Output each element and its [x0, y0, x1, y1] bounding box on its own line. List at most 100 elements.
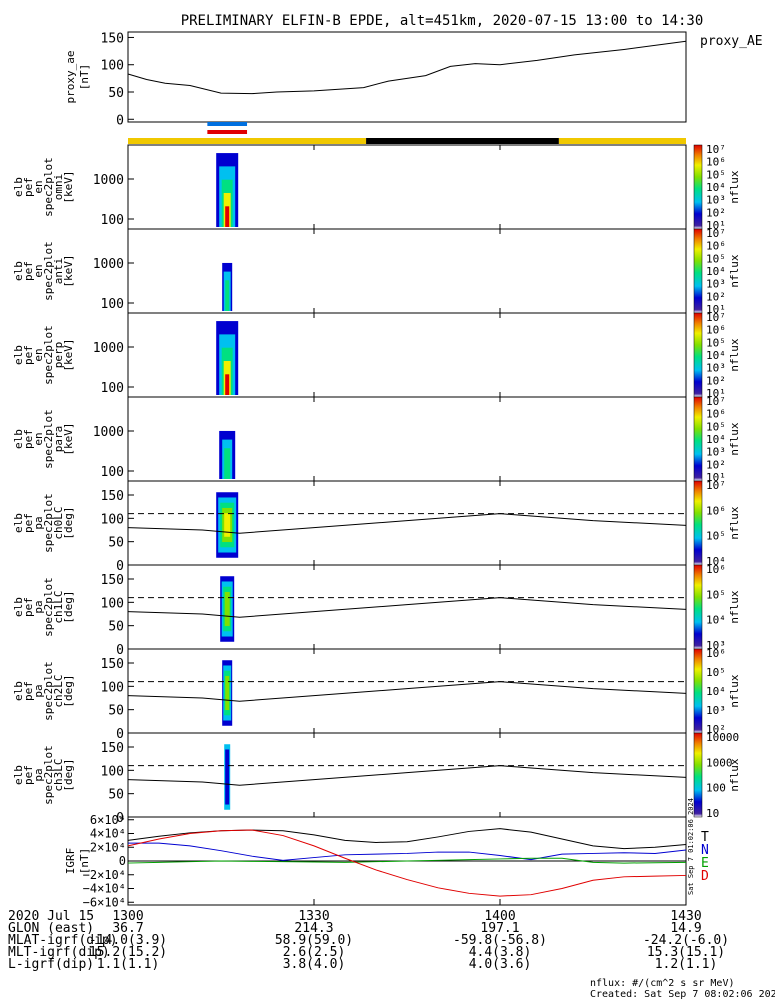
colorbar-tick: 10¹ [706, 303, 726, 316]
colorbar-label: nflux [728, 338, 741, 371]
colorbar-tick: 10¹ [706, 219, 726, 232]
footer-value: 1430 [670, 909, 701, 924]
ytick-label: −4×10⁴ [83, 882, 126, 896]
ylabel-line: pef [22, 597, 35, 617]
colorbar-tick: 10⁵ [706, 666, 726, 679]
loss-cone-line [127, 513, 687, 534]
footer-value: 1.2(1.1) [655, 957, 718, 972]
colorbar-tick: 10⁷ [706, 143, 726, 156]
ytick-label: 100 [101, 297, 124, 312]
ylabel-line: [nT] [78, 64, 91, 91]
legend-N: N [701, 843, 709, 858]
legend-D: D [701, 869, 709, 884]
footer-value: 58.9(59.0) [275, 933, 353, 948]
igrf-N-line [128, 842, 687, 861]
colorbar-scale [693, 648, 703, 734]
legend-proxy-ae: proxy_AE [700, 34, 763, 49]
spectrogram-burst [216, 153, 239, 227]
ytick-label: 100 [101, 512, 124, 527]
footer-value: -59.8(-56.8) [453, 933, 547, 948]
footer-value: 197.1 [480, 921, 519, 936]
ytick-label: 0 [116, 559, 124, 574]
ylabel-line: proxy_ae [64, 51, 77, 104]
colorbar-tick: 10⁷ [706, 395, 726, 408]
side-stamp: Sat Sep 7 01:02:06 2024 [687, 798, 695, 895]
colorbar-tick: 10⁵ [706, 336, 726, 349]
colorbar-tick: 10⁶ [706, 408, 726, 421]
night-bar [366, 138, 559, 144]
colorbar-tick: 10² [706, 206, 726, 219]
ytick-label: 100 [101, 764, 124, 779]
panel-frame [127, 732, 687, 818]
burst-layer [224, 513, 231, 537]
colorbar-label: nflux [728, 506, 741, 539]
panel-frame [127, 396, 687, 482]
science-zone-bar [207, 122, 248, 126]
ytick-label: 0 [119, 854, 126, 868]
ylabel-line: elb [12, 345, 25, 365]
ytick-label: 1000 [93, 425, 124, 440]
ytick-label: 1000 [93, 341, 124, 356]
panel-frame [127, 480, 687, 566]
ytick-label: 50 [108, 536, 124, 551]
proxy-ae-line [127, 40, 687, 95]
ylabel-line: spec2plot [42, 577, 55, 637]
ylabel-line: elb [12, 597, 25, 617]
colorbar-tick: 10⁷ [706, 479, 726, 492]
colorbar-tick: 10³ [706, 639, 726, 652]
ylabel-line: [deg] [62, 674, 75, 707]
colorbar-label: nflux [728, 674, 741, 707]
colorbar-tick: 10⁴ [706, 555, 726, 568]
colorbar-tick: 10³ [706, 194, 726, 207]
colorbar-tick: 10² [706, 458, 726, 471]
units-note: nflux: #/(cm^2 s sr MeV) [590, 978, 735, 989]
ylabel-line: spec2plot [42, 745, 55, 805]
panel-frame [127, 648, 687, 734]
ylabel-line: pa [32, 516, 45, 529]
burst-layer [225, 749, 230, 805]
colorbar-tick: 10⁴ [706, 433, 726, 446]
ytick-label: 50 [108, 620, 124, 635]
colorbar-label: nflux [728, 170, 741, 203]
colorbar-tick: 10⁶ [706, 647, 726, 660]
colorbar-label: nflux [728, 758, 741, 791]
footer-value: -14.0(3.9) [89, 933, 167, 948]
ytick-label: 100 [101, 596, 124, 611]
colorbar-scale [693, 564, 703, 650]
footer-row-label: L-igrf(dip) [8, 957, 94, 972]
spectrogram-burst [224, 744, 231, 810]
ylabel-line: en [32, 348, 45, 361]
ylabel-line: pef [22, 429, 35, 449]
ytick-label: 4×10⁴ [90, 827, 126, 841]
colorbar-tick: 10⁵ [706, 252, 726, 265]
spectrogram-burst [219, 430, 236, 479]
ylabel-line: spec2plot [42, 493, 55, 553]
burst-layer [225, 206, 230, 227]
colorbar-tick: 10² [706, 723, 726, 736]
footer-value: 1400 [484, 909, 515, 924]
colorbar-tick: 10³ [706, 362, 726, 375]
panels-group: proxy_ae [nT]150100500proxy_AEelbpefenspe… [12, 31, 763, 909]
footer-value: 3.8(4.0) [283, 957, 346, 972]
ylabel-line: en [32, 264, 45, 277]
spectrogram-burst [216, 321, 239, 395]
ylabel-line: ch2LC [52, 674, 65, 707]
colorbar-scale [693, 480, 703, 566]
ylabel-line: elb [12, 261, 25, 281]
ylabel-line: [keV] [62, 254, 75, 287]
ylabel-line: pa [32, 684, 45, 697]
colorbar: 10⁶ 10⁵ 10⁴ 10³ nflux [693, 563, 741, 652]
ylabel-line: pef [22, 765, 35, 785]
colorbar-tick: 10⁶ [706, 156, 726, 169]
colorbar-tick: 10000 [706, 731, 739, 744]
ylabel-line: perp [52, 342, 65, 369]
footer-row-label: MLT-igrf(dip) [8, 945, 110, 960]
colorbar-tick: 10⁴ [706, 614, 726, 627]
footer-value: 1.1(1.1) [97, 957, 160, 972]
ylabel-line: spec2plot [42, 157, 55, 217]
ytick-label: 50 [108, 86, 124, 101]
